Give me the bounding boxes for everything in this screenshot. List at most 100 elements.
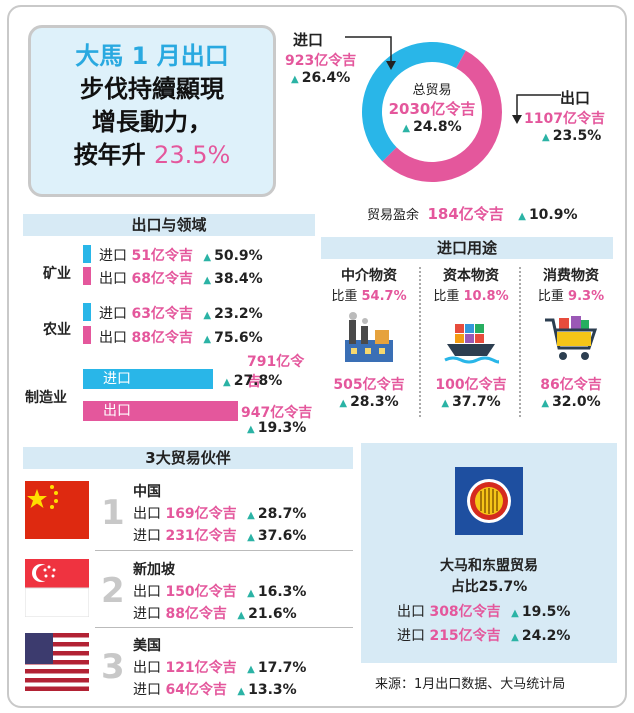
rank-3: 3 (101, 647, 125, 687)
partner-divider-2 (95, 627, 353, 628)
donut-slice-import (362, 41, 466, 162)
headline-growth: 23.5% (154, 141, 231, 169)
mfg-export-growth: 19.3% (257, 420, 307, 436)
import-arrow-icon (345, 36, 396, 70)
import-use-consumer: 消费物资 比重 9.3% 86亿令吉 ▲ 32.0% (523, 265, 619, 410)
asean-export-label: 出口 (397, 604, 425, 620)
import-use-capital: 资本物资 比重 10.8% 100亿令吉 ▲ 37.7% (423, 265, 519, 410)
mining-import-value: 51亿令吉 (131, 248, 193, 264)
capital-share-row: 比重 10.8% (423, 285, 519, 304)
singapore-flag-icon (25, 559, 89, 617)
mining-export-growth: 38.4% (214, 271, 263, 287)
usa-import-row: 进口 64亿令吉 ▲ 13.3% (133, 682, 297, 698)
usa-export-value: 121亿令吉 (165, 660, 237, 676)
mining-export-bar (83, 267, 91, 285)
asean-logo-icon (455, 467, 523, 535)
intermediate-value: 505亿令吉 (333, 377, 405, 393)
consumer-share-label: 比重 (537, 289, 564, 304)
mining-import-row: 进口 51亿令吉 ▲ 50.9% (99, 248, 263, 264)
mining-import-label: 进口 (99, 248, 127, 264)
headline-line2: 步伐持續顯現 (80, 75, 224, 103)
mfg-import-growth-row: ▲ 27.8% (223, 373, 283, 389)
import-growth-row: ▲ 26.4% (291, 70, 351, 86)
import-value: 923亿令吉 (285, 53, 357, 69)
china-import-growth: 37.6% (257, 528, 307, 544)
usa-export-growth: 17.7% (257, 660, 307, 676)
asean-title: 大马和东盟贸易 (440, 558, 538, 574)
total-label: 总贸易 (412, 83, 452, 98)
surplus-growth-row: ▲ 10.9% (518, 207, 578, 223)
mfg-export-bar: 出口 (83, 401, 238, 421)
usa-export-row: 出口 121亿令吉 ▲ 17.7% (133, 660, 307, 676)
agri-import-row: 进口 63亿令吉 ▲ 23.2% (99, 306, 263, 322)
mining-export-value: 68亿令吉 (131, 271, 193, 287)
consumer-share: 9.3% (568, 289, 605, 304)
donut-center: 总贸易 2030亿令吉 ▲ 24.8% (385, 79, 479, 135)
infographic: 大馬 1 月出口 步伐持續顯現 增長動力， 按年升 23.5% 总贸易 2030… (7, 5, 627, 708)
china-import-label: 进口 (133, 528, 161, 544)
asean-import-value: 215亿令吉 (429, 628, 501, 644)
sectors-panel: 矿业 进口 51亿令吉 ▲ 50.9% 出口 68亿令吉 ▲ 38.4% 农业 进口… (23, 239, 315, 436)
headline-line1: 大馬 1 月出口 (75, 42, 229, 70)
agri-export-label: 出口 (99, 330, 127, 346)
agri-import-label: 进口 (99, 306, 127, 322)
asean-panel: 大马和东盟贸易 占比25.7% 出口 308亿令吉 ▲ 19.5% 进口 215亿… (361, 443, 617, 663)
agri-export-value: 88亿令吉 (131, 330, 193, 346)
export-growth-row: ▲ 23.5% (542, 128, 602, 144)
usa-flag-icon (25, 633, 89, 691)
usa-export-label: 出口 (133, 660, 161, 676)
capital-growth-row: ▲ 37.7% (441, 394, 501, 410)
import-use-divider-1 (419, 267, 421, 417)
partners-header: 3大贸易伙伴 (23, 447, 353, 469)
singapore-export-value: 150亿令吉 (165, 584, 237, 600)
import-growth: 26.4% (301, 70, 351, 86)
consumer-name: 消费物资 (543, 268, 599, 284)
singapore-import-row: 进口 88亿令吉 ▲ 21.6% (133, 606, 297, 622)
singapore-import-label: 进口 (133, 606, 161, 622)
source-note: 来源：1月出口数据、大马统计局 (375, 677, 566, 692)
surplus-value: 184亿令吉 (427, 205, 504, 223)
partner-divider-1 (95, 550, 353, 551)
usa-name: 美国 (133, 638, 161, 654)
mining-export-row: 出口 68亿令吉 ▲ 38.4% (99, 271, 263, 287)
capital-share: 10.8% (463, 289, 509, 304)
usa-import-label: 进口 (133, 682, 161, 698)
agri-export-bar (83, 326, 91, 344)
rank-1: 1 (101, 493, 125, 533)
mining-export-label: 出口 (99, 271, 127, 287)
surplus-growth: 10.9% (528, 207, 578, 223)
asean-export-value: 308亿令吉 (429, 604, 501, 620)
singapore-import-growth: 21.6% (248, 606, 297, 622)
china-import-value: 231亿令吉 (165, 528, 237, 544)
china-flag-icon (25, 481, 89, 539)
mining-import-growth: 50.9% (214, 248, 263, 264)
intermediate-share-label: 比重 (331, 289, 358, 304)
headline-box: 大馬 1 月出口 步伐持續顯現 增長動力， 按年升 23.5% (28, 25, 276, 197)
export-label: 出口 (560, 89, 591, 107)
mfg-import-value: 791亿令吉 (247, 354, 305, 390)
mfg-import-growth: 27.8% (233, 373, 283, 389)
mfg-export-value: 947亿令吉 (241, 405, 313, 421)
import-callout: 进口 923亿令吉 ▲ 26.4% (285, 29, 356, 86)
capital-share-label: 比重 (433, 289, 460, 304)
export-growth: 23.5% (552, 128, 602, 144)
asean-export-growth: 19.5% (521, 604, 571, 620)
export-callout: 出口 1107亿令吉 ▲ 23.5% (524, 87, 605, 144)
mfg-export-growth-row: ▲ 19.3% (247, 420, 307, 436)
singapore-name: 新加坡 (133, 562, 175, 578)
capital-name: 资本物资 (443, 268, 499, 284)
rank-2: 2 (101, 571, 125, 611)
intermediate-growth-row: ▲ 28.3% (339, 394, 399, 410)
singapore-export-label: 出口 (133, 584, 161, 600)
singapore-export-growth: 16.3% (257, 584, 307, 600)
factory-icon (345, 312, 393, 362)
intermediate-share: 54.7% (361, 289, 407, 304)
intermediate-growth: 28.3% (350, 394, 399, 410)
intermediate-share-row: 比重 54.7% (321, 285, 417, 304)
headline-line4: 按年升 23.5% (31, 139, 273, 172)
total-growth: 24.8% (413, 119, 462, 135)
export-value: 1107亿令吉 (524, 111, 605, 127)
consumer-growth: 32.0% (552, 394, 601, 410)
asean-export-row: 出口 308亿令吉 ▲ 19.5% (397, 604, 571, 620)
china-export-label: 出口 (133, 506, 161, 522)
